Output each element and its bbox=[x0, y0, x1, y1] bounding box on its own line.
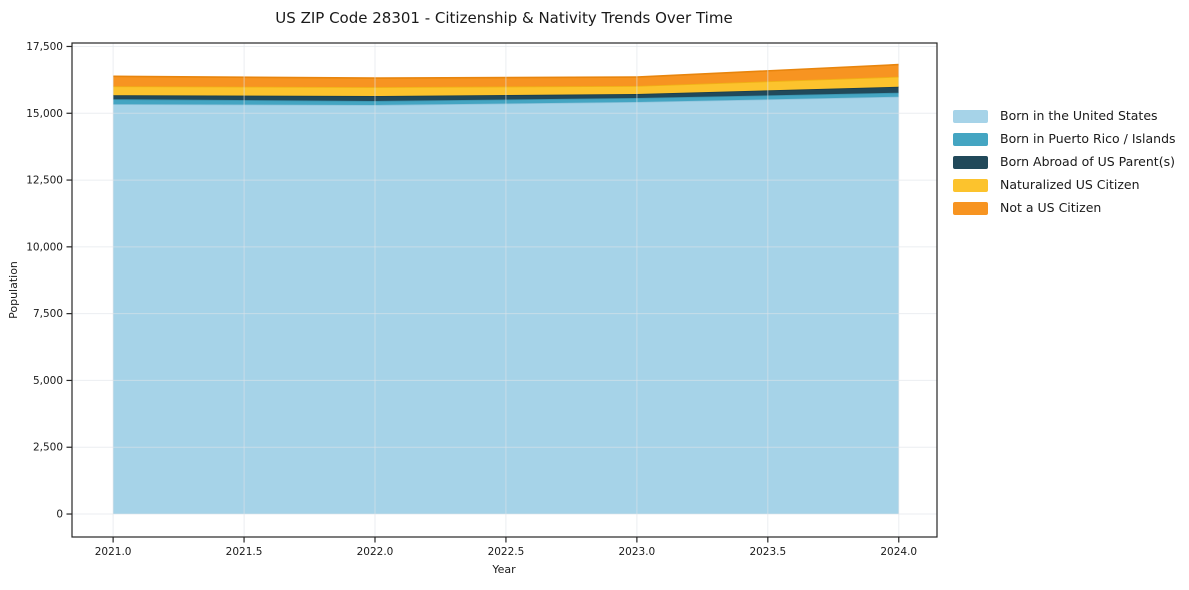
legend-swatch-icon bbox=[953, 110, 988, 123]
legend-swatch-icon bbox=[953, 156, 988, 169]
legend-item-2: Born Abroad of US Parent(s) bbox=[953, 151, 1176, 174]
legend-label: Not a US Citizen bbox=[1000, 200, 1102, 216]
legend-item-1: Born in Puerto Rico / Islands bbox=[953, 128, 1176, 151]
x-tick-label: 2022.0 bbox=[357, 546, 394, 558]
y-tick-label: 7,500 bbox=[33, 308, 63, 320]
x-tick-label: 2021.5 bbox=[226, 546, 263, 558]
x-tick-label: 2023.5 bbox=[749, 546, 786, 558]
x-tick-label: 2023.0 bbox=[619, 546, 656, 558]
legend: Born in the United States Born in Puerto … bbox=[953, 105, 1176, 220]
area-band-4 bbox=[113, 64, 899, 88]
plot-spines bbox=[71, 42, 938, 538]
legend-item-4: Not a US Citizen bbox=[953, 197, 1176, 220]
x-tick-label: 2024.0 bbox=[880, 546, 917, 558]
y-tick-label: 15,000 bbox=[26, 108, 63, 120]
y-tick-label: 10,000 bbox=[26, 241, 63, 253]
plot-area: 0 2,500 5,000 7,500 10,000 12,500 15,000 17,500… bbox=[26, 41, 938, 558]
legend-swatch-icon bbox=[953, 133, 988, 146]
y-axis-label: Population bbox=[7, 261, 20, 319]
legend-item-3: Naturalized US Citizen bbox=[953, 174, 1176, 197]
chart-title: US ZIP Code 28301 - Citizenship & Nativi… bbox=[275, 9, 732, 27]
legend-swatch-icon bbox=[953, 202, 988, 215]
legend-label: Naturalized US Citizen bbox=[1000, 177, 1140, 193]
area-band-1 bbox=[113, 92, 899, 105]
legend-label: Born Abroad of US Parent(s) bbox=[1000, 154, 1175, 170]
y-tick-label: 5,000 bbox=[33, 375, 63, 387]
y-tick-label: 17,500 bbox=[26, 41, 63, 53]
y-tick-label: 0 bbox=[56, 509, 63, 521]
x-axis-label: Year bbox=[491, 563, 516, 576]
legend-label: Born in Puerto Rico / Islands bbox=[1000, 131, 1176, 147]
area-band-2 bbox=[113, 86, 899, 101]
x-tick-label: 2021.0 bbox=[95, 546, 132, 558]
x-tick-label: 2022.5 bbox=[488, 546, 525, 558]
legend-swatch-icon bbox=[953, 179, 988, 192]
area-band-3 bbox=[113, 76, 899, 96]
y-tick-label: 2,500 bbox=[33, 442, 63, 454]
y-tick-label: 12,500 bbox=[26, 175, 63, 187]
legend-item-0: Born in the United States bbox=[953, 105, 1176, 128]
legend-label: Born in the United States bbox=[1000, 108, 1158, 124]
